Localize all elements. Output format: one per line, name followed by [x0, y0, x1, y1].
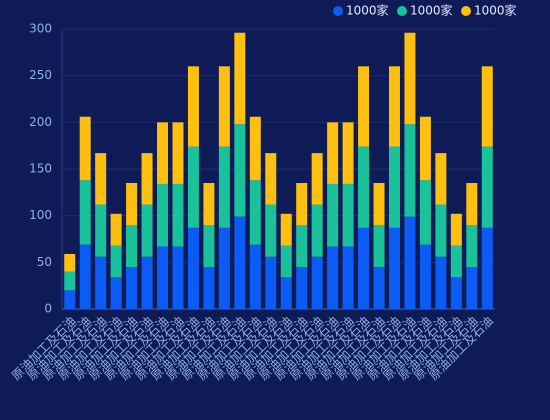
bar-segment — [203, 267, 215, 309]
bar-segment — [218, 66, 230, 147]
bar-segment — [249, 180, 261, 245]
bar-segment — [466, 267, 478, 309]
bar-segment — [95, 153, 107, 205]
bar-segment — [265, 153, 277, 205]
bar-segment — [481, 227, 493, 309]
legend-label: 1000家 — [346, 3, 389, 18]
bar-segment — [110, 213, 122, 246]
bar-segment — [265, 204, 277, 257]
bar-segment — [249, 244, 261, 309]
bar-segment — [110, 277, 122, 309]
bar-segment — [435, 153, 447, 205]
legend-marker — [397, 6, 407, 16]
bar-segment — [79, 180, 91, 245]
bar-segment — [466, 225, 478, 267]
bar-segment — [79, 244, 91, 309]
bar-segment — [64, 290, 76, 309]
bar-segment — [157, 183, 169, 247]
bar-segment — [311, 153, 323, 205]
bar-segment — [358, 66, 370, 147]
y-tick-label: 150 — [29, 162, 52, 176]
bar-segment — [450, 277, 462, 309]
bar-segment — [296, 183, 308, 225]
bar-segment — [435, 204, 447, 257]
bar-segment — [110, 245, 122, 278]
bar-segment — [265, 256, 277, 309]
bar-segment — [481, 66, 493, 147]
bar-segment — [280, 213, 292, 246]
bar-segment — [126, 183, 138, 225]
bar-segment — [187, 146, 199, 228]
bar-segment — [404, 32, 416, 125]
bar-segment — [95, 204, 107, 257]
bar-segment — [172, 122, 184, 184]
bar-segment — [141, 204, 153, 257]
bar-segment — [157, 246, 169, 309]
bar-segment — [358, 227, 370, 309]
y-tick-label: 100 — [29, 208, 52, 222]
bar-segment — [450, 213, 462, 246]
bar-segment — [466, 183, 478, 225]
legend-label: 1000家 — [410, 3, 453, 18]
bar-segment — [311, 204, 323, 257]
bar-segment — [388, 227, 400, 309]
bar-segment — [218, 146, 230, 228]
bar-segment — [296, 225, 308, 267]
bar-segment — [234, 124, 246, 217]
bar-segment — [172, 183, 184, 247]
bar-segment — [404, 216, 416, 309]
bar-segment — [327, 183, 339, 247]
y-tick-label: 50 — [37, 255, 52, 269]
bar-segment — [64, 253, 76, 272]
bar-segment — [358, 146, 370, 228]
bar-segment — [141, 256, 153, 309]
bar-segment — [419, 180, 431, 245]
bar-segment — [373, 225, 385, 267]
bar-segment — [249, 116, 261, 181]
bar-segment — [373, 267, 385, 309]
bar-segment — [95, 256, 107, 309]
legend-marker — [461, 6, 471, 16]
y-tick-label: 0 — [44, 302, 52, 316]
bar-segment — [388, 146, 400, 228]
bar-segment — [342, 246, 354, 309]
bar-segment — [203, 225, 215, 267]
bar-segment — [79, 116, 91, 181]
bar-segment — [373, 183, 385, 225]
bar-segment — [419, 116, 431, 181]
bar-segment — [157, 122, 169, 184]
y-tick-label: 250 — [29, 68, 52, 82]
bar-segment — [388, 66, 400, 147]
bar-segment — [419, 244, 431, 309]
bar-segment — [187, 66, 199, 147]
bar-segment — [126, 267, 138, 309]
y-tick-label: 200 — [29, 115, 52, 129]
bar-segment — [126, 225, 138, 267]
bar-segment — [311, 256, 323, 309]
bar-segment — [187, 227, 199, 309]
bar-segment — [172, 246, 184, 309]
bar-segment — [481, 146, 493, 228]
bar-segment — [450, 245, 462, 278]
bar-segment — [342, 183, 354, 247]
bar-segment — [435, 256, 447, 309]
bar-segment — [327, 122, 339, 184]
legend-label: 1000家 — [474, 3, 517, 18]
bar-segment — [64, 271, 76, 291]
y-tick-label: 300 — [29, 22, 52, 36]
legend-marker — [333, 6, 343, 16]
bar-segment — [234, 216, 246, 309]
bar-segment — [141, 153, 153, 205]
bar-segment — [296, 267, 308, 309]
bar-segment — [280, 245, 292, 278]
bar-segment — [218, 227, 230, 309]
bar-segment — [203, 183, 215, 225]
bar-segment — [234, 32, 246, 125]
bar-segment — [280, 277, 292, 309]
bar-segment — [404, 124, 416, 217]
bar-segment — [342, 122, 354, 184]
bar-segment — [327, 246, 339, 309]
